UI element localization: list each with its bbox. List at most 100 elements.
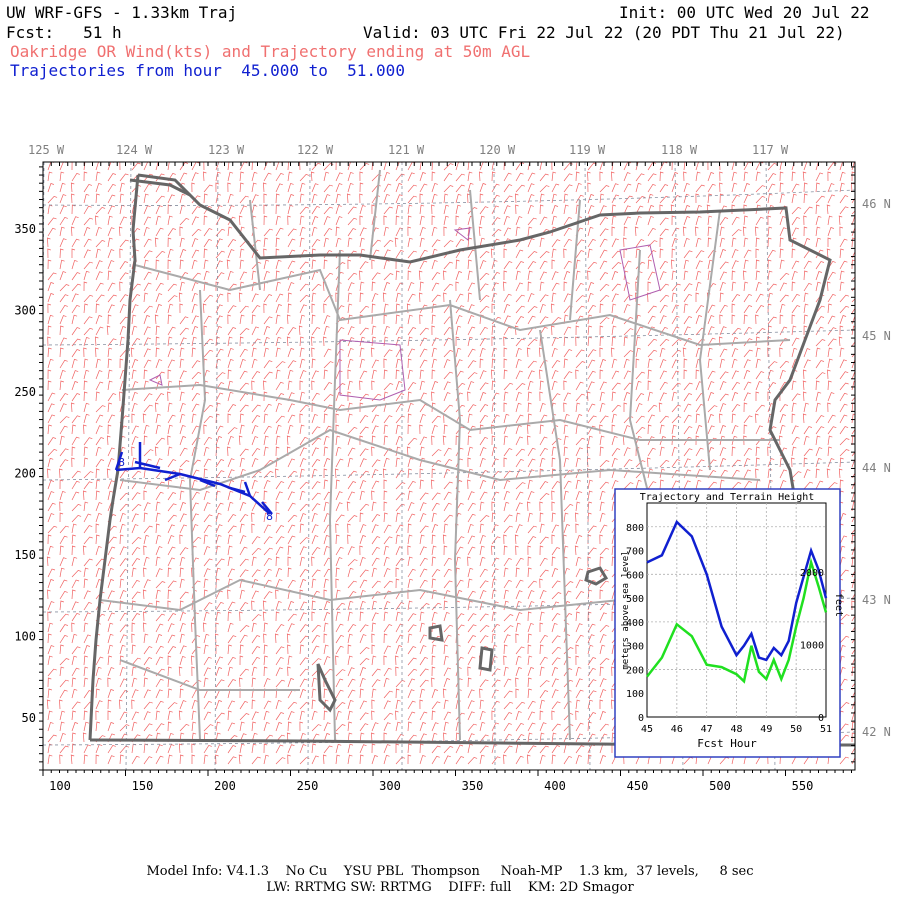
wind-barb [803,226,808,237]
wind-barb [179,370,187,380]
wind-barb [503,391,509,402]
wind-barb [167,270,172,280]
wind-barb [443,163,454,171]
wind-barb [263,371,273,380]
wind-barb [683,326,691,336]
wind-barb [839,226,844,237]
wind-barb [239,393,249,402]
wind-barb [371,490,375,501]
wind-barb [587,282,595,292]
wind-barb [803,448,813,457]
wind-barb [635,371,646,380]
wind-barb [179,217,190,226]
wind-barb [359,611,364,622]
wind-barb [659,248,664,259]
wind-barb [287,260,296,270]
wind-barb [467,336,474,347]
wind-barb [59,416,70,424]
wind-barb [371,239,382,248]
lat-label-46: 46 N [862,197,891,211]
y-tick-label: 250 [14,385,36,399]
wind-barb [611,699,615,710]
wind-barb [431,415,442,424]
wind-barb [671,183,679,193]
wind-barb [71,491,80,501]
wind-barb [503,413,510,424]
wind-barb [767,193,773,204]
wind-barb [275,369,281,380]
wind-barb [299,193,305,204]
wind-barb [695,184,705,193]
wind-barb [155,336,160,347]
wind-barb [155,556,161,567]
wind-barb [95,567,102,578]
wind-barb [779,272,790,281]
wind-barb [383,273,394,281]
wind-barb [419,436,428,446]
wind-barb [143,424,150,435]
wind-barb [815,480,824,490]
wind-barb [179,460,190,468]
wind-barb [107,338,117,347]
inset-chart: Trajectory and Terrain Height 45 46 47 48 49… [614,488,844,758]
wind-barb [851,227,855,237]
wind-barb [491,700,500,710]
wind-barb [503,722,512,732]
wind-barb [827,303,832,314]
wind-barb [515,358,522,369]
wind-barb [479,183,487,193]
wind-barb [371,480,380,490]
wind-barb [407,600,413,611]
wind-barb [551,215,558,226]
wind-barb [155,371,165,380]
wind-barb [443,624,454,633]
wind-barb [527,567,532,578]
wind-barb [383,568,391,578]
wind-barb [119,216,128,226]
wind-barb [707,315,715,325]
wind-barb [275,259,282,270]
wind-barb [155,710,161,721]
wind-barb [179,391,185,402]
inset-y-tick: 800 [626,523,644,534]
wind-barb [47,502,56,512]
wind-barb [251,171,258,182]
wind-barb [215,558,225,567]
wind-barb [371,622,377,633]
wind-barb [83,446,88,457]
wind-barb [791,446,797,457]
wind-barb [719,348,728,358]
wind-barb [227,435,234,446]
wind-barb [191,635,201,644]
wind-barb [455,173,465,182]
wind-barb [407,327,417,336]
wind-barb [575,710,579,721]
wind-barb [587,171,591,182]
wind-barb [238,215,243,226]
wind-barb [311,512,318,523]
wind-barb [311,634,321,644]
wind-barb [431,732,438,743]
wind-barb [635,403,643,413]
wind-barb [455,315,463,325]
wind-barb [335,645,344,655]
wind-barb [299,710,306,721]
wind-barb [191,315,199,325]
wind-barb [71,514,82,523]
wind-barb [335,710,342,721]
wind-barb [59,369,66,380]
wind-barb [119,666,126,677]
wind-barb [803,292,809,303]
wind-barb [275,536,285,545]
wind-barb [71,402,75,413]
wind-barb [287,303,292,314]
wind-barb [551,490,555,501]
wind-barb [791,248,796,259]
wind-barb [587,325,593,336]
wind-barb [371,699,375,710]
wind-barb [203,404,214,413]
wind-barb [503,304,511,314]
wind-barb [383,590,392,600]
wind-barb [647,358,653,369]
wind-barb [599,336,604,347]
